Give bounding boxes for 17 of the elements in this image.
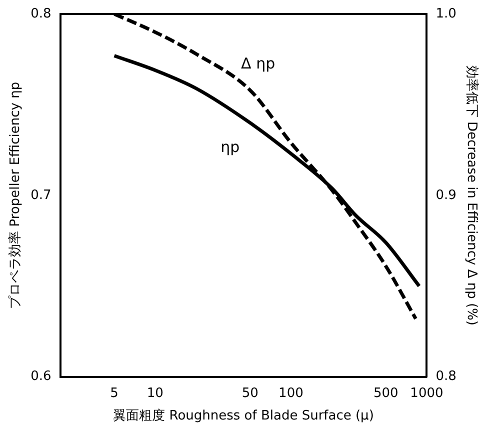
series-label: Δ ηp [241, 54, 276, 73]
x-tick-label: 1000 [410, 386, 444, 401]
y-tick-label: 0.8 [30, 6, 52, 22]
x-tick-label: 50 [242, 386, 258, 401]
x-axis-title: 翼面粗度 Roughness of Blade Surface (μ) [113, 408, 374, 424]
y-tick-label: 0.6 [30, 369, 52, 384]
x-tick-label: 500 [373, 386, 398, 401]
y2-tick-label: 0.9 [436, 188, 456, 203]
x-tick-label: 100 [278, 386, 304, 401]
x-tick-label: 10 [146, 386, 164, 401]
y-tick-label: 0.7 [30, 188, 52, 203]
y2-tick-label: 1.0 [436, 6, 456, 22]
series-label: ηp [220, 138, 240, 156]
y2-tick-label: 0.8 [436, 369, 456, 384]
y2-axis-title: 効率低下 Decrease in Efficiency Δ ηp (%) [464, 65, 480, 326]
y-axis-title: プロペラ効率 Propeller Efficiency ηp [7, 82, 24, 309]
x-tick-label: 5 [110, 386, 118, 401]
